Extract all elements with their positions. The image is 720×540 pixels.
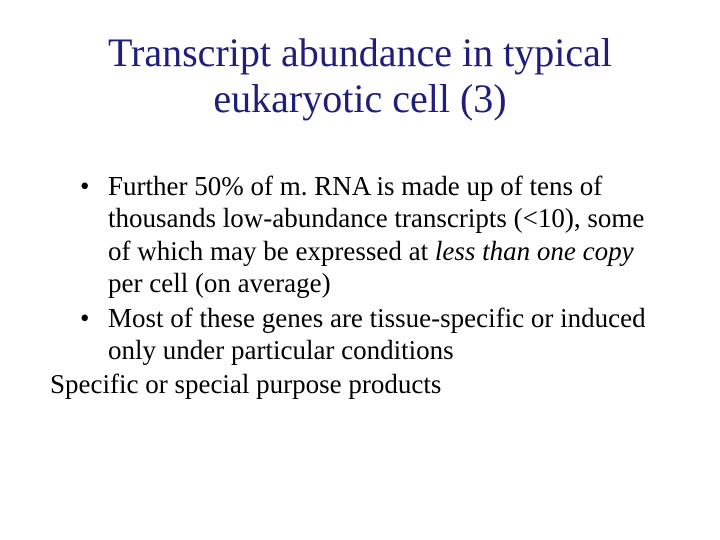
bullet-text-post: per cell (on average)	[108, 268, 331, 298]
bullet-text-pre: Most of these genes are tissue-specific …	[108, 303, 646, 365]
slide: Transcript abundance in typical eukaryot…	[0, 0, 720, 540]
bullet-list: Further 50% of m. RNA is made up of tens…	[80, 170, 670, 366]
bullet-item: Further 50% of m. RNA is made up of tens…	[80, 170, 670, 300]
slide-title: Transcript abundance in typical eukaryot…	[50, 30, 670, 122]
bullet-item: Most of these genes are tissue-specific …	[80, 302, 670, 367]
slide-body: Further 50% of m. RNA is made up of tens…	[50, 170, 670, 401]
bullet-text-italic: less than one copy	[435, 236, 634, 266]
closing-line: Specific or special purpose products	[50, 368, 670, 400]
